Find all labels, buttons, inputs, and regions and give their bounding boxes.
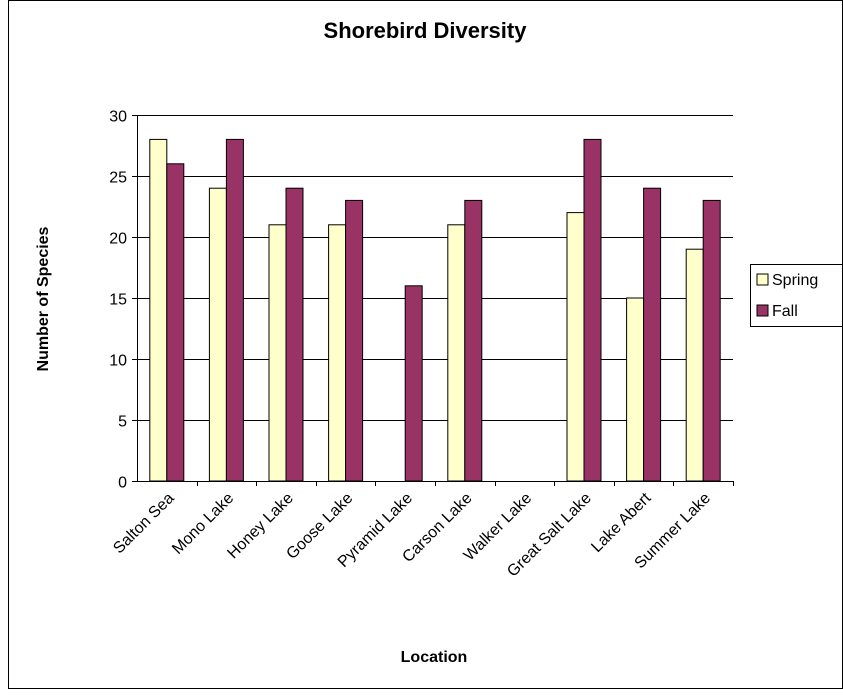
y-tick-labels: 0 5 10 15 20 25 30	[109, 109, 127, 492]
legend-swatch-fall	[756, 304, 769, 317]
legend-label-fall: Fall	[772, 303, 798, 320]
y-axis-label: Number of Species	[35, 226, 52, 371]
bar-spring-salton-sea	[149, 138, 168, 482]
bar-fall-carson-lake	[464, 199, 483, 482]
y-tick-label: 25	[109, 170, 127, 187]
bar-spring-honey-lake	[268, 224, 287, 482]
legend-label-spring: Spring	[772, 272, 818, 289]
bar-fall-honey-lake	[285, 187, 304, 482]
bar-spring-lake-abert	[626, 297, 645, 482]
y-tick-label: 20	[109, 231, 127, 248]
axes	[132, 115, 734, 486]
bar-fall-salton-sea	[166, 163, 185, 482]
legend: Spring Fall	[750, 264, 843, 327]
chart-title: Shorebird Diversity	[324, 18, 528, 43]
y-tick-label: 30	[109, 109, 127, 126]
bar-spring-summer-lake	[685, 248, 704, 482]
bars	[149, 138, 721, 482]
bar-fall-lake-abert	[643, 187, 662, 482]
bar-fall-summer-lake	[702, 199, 721, 482]
x-axis-label: Location	[401, 649, 468, 666]
bar-fall-mono-lake	[225, 138, 244, 482]
bar-fall-pyramid-lake	[404, 285, 423, 482]
y-tick-label: 0	[118, 475, 127, 492]
y-tick-label: 10	[109, 353, 127, 370]
bar-spring-goose-lake	[328, 224, 347, 482]
bar-fall-great-salt-lake	[583, 138, 602, 482]
bar-fall-goose-lake	[345, 199, 364, 482]
legend-swatch-spring	[756, 273, 769, 286]
y-tick-label: 5	[118, 414, 127, 431]
bar-spring-great-salt-lake	[566, 212, 585, 482]
y-tick-label: 15	[109, 292, 127, 309]
bar-spring-carson-lake	[447, 224, 466, 482]
bar-spring-mono-lake	[208, 187, 227, 482]
